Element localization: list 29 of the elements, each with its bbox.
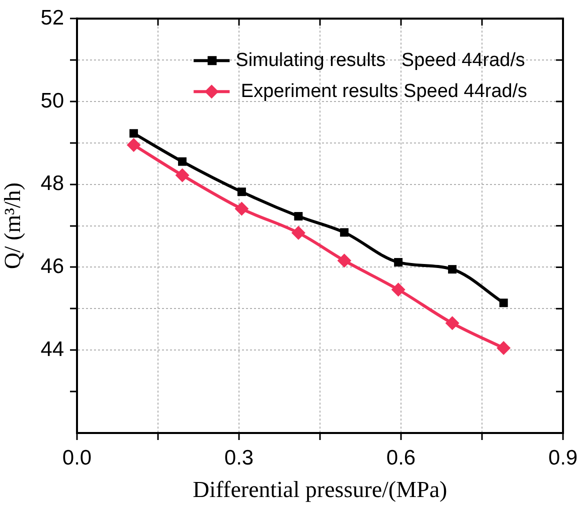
y-axis-title: Q/ (m³/h) xyxy=(0,182,25,270)
legend-label: Experiment results Speed 44rad/s xyxy=(236,80,528,102)
point xyxy=(340,228,349,237)
point xyxy=(178,157,187,166)
x-tick-label: 0.6 xyxy=(386,446,416,470)
point xyxy=(294,212,303,221)
y-tick-label: 44 xyxy=(40,338,64,361)
point xyxy=(394,258,403,267)
x-axis-title: Differential pressure/(MPa) xyxy=(192,477,448,502)
point xyxy=(126,138,141,152)
x-tick-label: 0.0 xyxy=(62,446,92,470)
point xyxy=(337,254,352,268)
y-tick-label: 50 xyxy=(40,89,64,112)
point xyxy=(129,129,138,138)
point xyxy=(499,298,508,308)
point xyxy=(175,168,190,182)
x-tick-label: 0.3 xyxy=(224,446,254,470)
y-tick-label: 48 xyxy=(40,172,64,196)
point xyxy=(237,188,246,196)
x-tick-label: 0.9 xyxy=(548,446,578,470)
point xyxy=(448,265,457,274)
point xyxy=(445,316,460,330)
point xyxy=(291,226,306,240)
legend-label: Simulating results Speed 44rad/s xyxy=(236,50,526,71)
y-tick-label: 52 xyxy=(40,6,64,30)
point xyxy=(496,341,511,356)
y-tick-label: 46 xyxy=(40,255,64,278)
point xyxy=(391,282,406,297)
point xyxy=(234,202,249,216)
